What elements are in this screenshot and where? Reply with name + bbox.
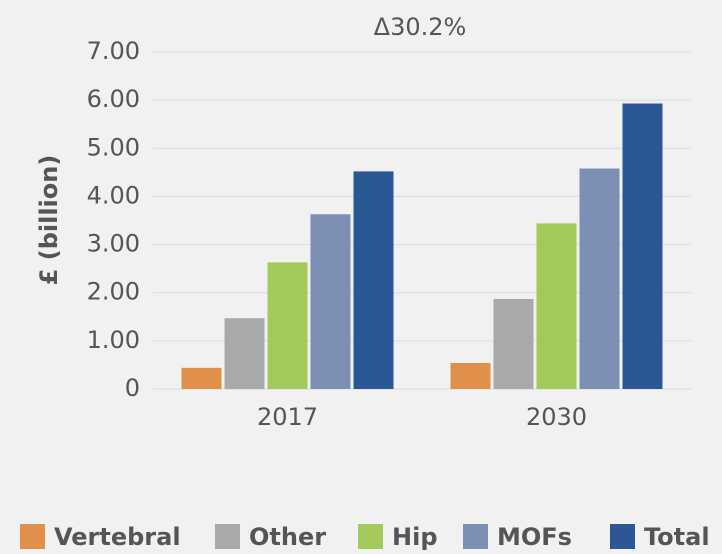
legend-swatch — [20, 524, 45, 549]
y-tick-label: 2.00 — [87, 278, 140, 306]
bar — [622, 103, 663, 390]
y-tick-label: 4.00 — [87, 181, 140, 209]
x-tick-label: 2030 — [526, 403, 587, 431]
legend-label: Total — [644, 523, 710, 551]
x-tick-label: 2017 — [257, 403, 318, 431]
bar — [536, 223, 577, 389]
bar — [310, 214, 351, 389]
annotation: Δ30.2% — [374, 13, 467, 41]
bar — [579, 168, 620, 389]
legend-swatch — [610, 524, 635, 549]
y-tick-label: 6.00 — [87, 85, 140, 113]
legend-swatch — [215, 524, 240, 549]
legend-swatch — [463, 524, 488, 549]
legend-label: MOFs — [497, 523, 572, 551]
legend-swatch — [358, 524, 383, 549]
y-tick-label: 1.00 — [87, 326, 140, 354]
legend-label: Other — [249, 523, 326, 551]
y-tick-label: 7.00 — [87, 37, 140, 65]
y-tick-label: 3.00 — [87, 230, 140, 258]
bar — [224, 318, 265, 389]
y-tick-label: 5.00 — [87, 133, 140, 161]
bar — [267, 262, 308, 389]
bar — [450, 363, 491, 389]
y-tick-label: 0 — [125, 374, 140, 402]
bar — [493, 298, 534, 389]
bar — [353, 171, 394, 389]
y-axis-label: £ (billion) — [35, 155, 63, 286]
bar — [181, 367, 222, 389]
legend-label: Vertebral — [54, 523, 181, 551]
legend-label: Hip — [392, 523, 438, 551]
